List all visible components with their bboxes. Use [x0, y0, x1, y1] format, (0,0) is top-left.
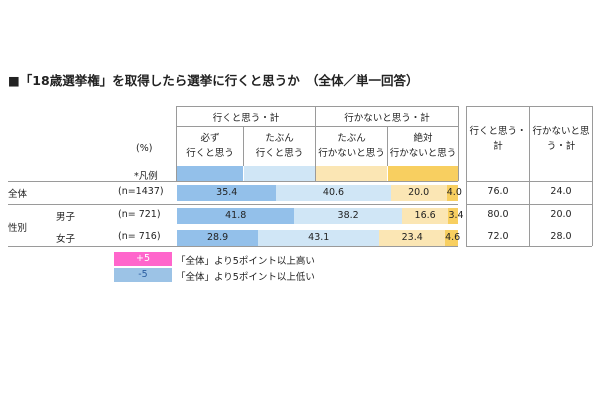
total-go-male: 80.0: [487, 209, 509, 220]
totals-left-border: [466, 106, 467, 246]
header-bottom-line: [8, 181, 458, 182]
bar-value-label-all-definitely-go: 35.4: [216, 187, 238, 198]
header-total-go: 行くと思う・ 計: [467, 124, 529, 154]
legend-high-badge: +5: [114, 252, 172, 266]
header-sub-line: 行かないと思う: [318, 148, 385, 159]
header-sub-line: 行くと思う: [255, 148, 304, 159]
bar-segment-male-probably-not: [401, 208, 449, 224]
totals-divider: [529, 106, 530, 246]
swatch-definitely-not: [388, 166, 458, 181]
total-go-all: 76.0: [487, 186, 509, 197]
header-sub-probably-go: たぶん 行くと思う: [244, 131, 315, 161]
header-sub-line: 行くと思う: [186, 148, 234, 159]
bar-value-label-male-definitely-not: 3.4: [448, 210, 464, 221]
row-group-label-all: 全体: [8, 189, 28, 200]
stacked-bar-area: 35.4 40.6 20.0 4.0 41.8 38.2 16.6 3.4 28.9 43.1 23…: [177, 0, 464, 400]
bar-value-label-female-probably-go: 43.1: [308, 232, 330, 243]
chart-title: ■「18歳選挙権」を取得したら選挙に行くと思うか （全体／単一回答）: [8, 73, 419, 88]
header-total-line: 行くと思う・: [469, 126, 527, 137]
total-not-all: 24.0: [550, 186, 572, 197]
bar-segment-male-definitely-not: [448, 208, 458, 224]
header-sub-probably-not: たぶん 行かないと思う: [316, 131, 387, 161]
header-left-border: [176, 106, 177, 181]
bar-value-label-female-probably-not: 23.4: [401, 232, 423, 243]
header-sub-definitely-go: 必ず 行くと思う: [177, 131, 243, 161]
sub-divider-go: [243, 126, 244, 166]
header-total-line: う・計: [546, 141, 576, 152]
header-group-go: 行くと思う・計: [212, 113, 280, 124]
bar-value-label-all-probably-go: 40.6: [322, 187, 345, 198]
table-bottom-line: [8, 246, 458, 247]
bar-value-label-male-probably-go: 38.2: [337, 210, 359, 221]
bar-segment-female-definitely-go: [177, 230, 259, 246]
bar-segment-all-definitely-go: [177, 185, 277, 201]
bar-value-label-all-probably-not: 20.0: [408, 187, 430, 198]
total-not-female: 28.0: [550, 231, 572, 242]
bar-value-label-all-definitely-not: 4.0: [446, 187, 462, 198]
percent-unit: (%): [136, 143, 153, 154]
bar-segment-female-definitely-not: [445, 230, 458, 246]
table-bottom-line-totals: [466, 246, 592, 247]
header-top-line: [176, 106, 458, 107]
bar-segment-female-probably-go: [258, 230, 380, 246]
row-n-male: (n= 721): [118, 209, 161, 220]
swatch-definitely-go: [177, 166, 243, 181]
bar-segment-all-probably-go: [276, 185, 391, 201]
header-sub-line: たぶん: [337, 133, 366, 144]
row-n-all: (n=1437): [118, 186, 164, 197]
row-label-male: 男子: [56, 212, 76, 223]
total-not-male: 20.0: [550, 209, 572, 220]
bar-value-label-female-definitely-go: 28.9: [207, 232, 229, 243]
header-sub-line: 絶対: [413, 133, 433, 144]
row-label-female: 女子: [56, 234, 76, 245]
header-mid-line: [176, 126, 458, 127]
swatch-probably-go: [244, 166, 315, 181]
header-group-not: 行かないと思う・計: [344, 113, 430, 124]
header-sub-definitely-not: 絶対 行かないと思う: [388, 131, 458, 161]
row-divider: [8, 204, 458, 205]
total-go-female: 72.0: [487, 231, 509, 242]
header-group-divider: [315, 106, 316, 181]
header-total-not: 行かないと思 う・計: [530, 124, 592, 154]
header-sub-line: 必ず: [200, 133, 220, 144]
legend-reference-label: *凡例: [134, 171, 158, 182]
bar-segment-all-probably-not: [390, 185, 447, 201]
row-n-female: (n= 716): [118, 231, 161, 242]
bar-segment-female-probably-not: [379, 230, 446, 246]
header-right-border: [458, 106, 459, 181]
sub-divider-not: [387, 126, 388, 166]
bar-value-label-female-definitely-not: 4.6: [445, 232, 461, 243]
header-total-line: 行かないと思: [532, 126, 590, 137]
swatch-probably-not: [316, 166, 387, 181]
totals-right-border: [592, 106, 593, 246]
header-total-line: 計: [493, 141, 503, 152]
header-sub-line: 行かないと思う: [389, 148, 457, 159]
bar-value-label-male-probably-not: 16.6: [414, 210, 436, 221]
bar-value-label-male-definitely-go: 41.8: [225, 210, 247, 221]
row-group-label-gender: 性別: [8, 223, 28, 234]
bar-segment-all-definitely-not: [446, 185, 458, 201]
bar-segment-male-definitely-go: [177, 208, 295, 224]
legend-low-badge: -5: [114, 268, 172, 282]
header-sub-line: たぶん: [265, 133, 294, 144]
legend-high-text: 「全体」より5ポイント以上高い: [176, 256, 315, 267]
legend-low-text: 「全体」より5ポイント以上低い: [176, 272, 315, 283]
bar-segment-male-probably-go: [294, 208, 402, 224]
